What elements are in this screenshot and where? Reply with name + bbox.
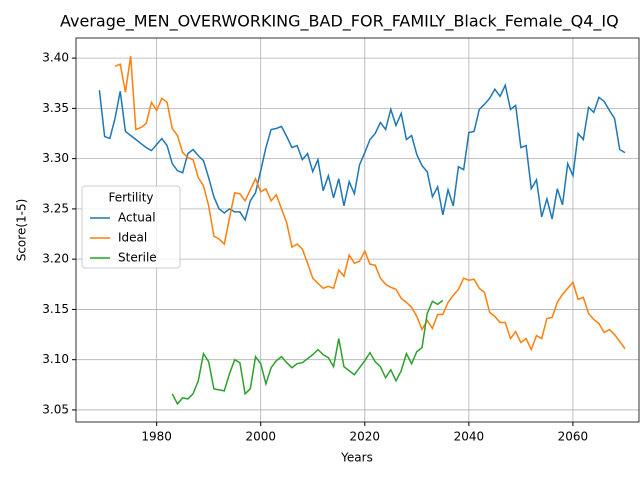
x-tick-label: 2020 xyxy=(350,430,381,444)
y-tick-label: 3.35 xyxy=(42,101,69,115)
legend-label: Sterile xyxy=(118,251,157,265)
legend: Fertility Actual Ideal Sterile xyxy=(81,185,181,269)
y-tick-label: 3.15 xyxy=(42,302,69,316)
y-tick-label: 3.05 xyxy=(42,402,69,416)
line-series xyxy=(171,299,444,406)
chart-title: Average_MEN_OVERWORKING_BAD_FOR_FAMILY_B… xyxy=(60,12,619,32)
y-tick-label: 3.10 xyxy=(42,352,69,366)
legend-title: Fertility xyxy=(108,191,153,205)
line-series xyxy=(114,55,626,352)
legend-label: Actual xyxy=(118,211,156,225)
x-tick-label: 2000 xyxy=(245,430,276,444)
legend-label: Ideal xyxy=(118,231,147,245)
x-tick-label: 2040 xyxy=(454,430,485,444)
y-tick-label: 3.20 xyxy=(42,252,69,266)
x-tick-label: 2060 xyxy=(558,430,589,444)
plot-frame xyxy=(75,37,640,423)
y-tick-label: 3.25 xyxy=(42,201,69,215)
x-tick-label: 1980 xyxy=(141,430,172,444)
y-axis-label: Score(1-5) xyxy=(15,199,29,262)
y-tick-label: 3.30 xyxy=(42,151,69,165)
x-axis-label: Years xyxy=(340,451,373,465)
y-tick-label: 3.40 xyxy=(42,51,69,65)
legend-box xyxy=(81,185,181,269)
